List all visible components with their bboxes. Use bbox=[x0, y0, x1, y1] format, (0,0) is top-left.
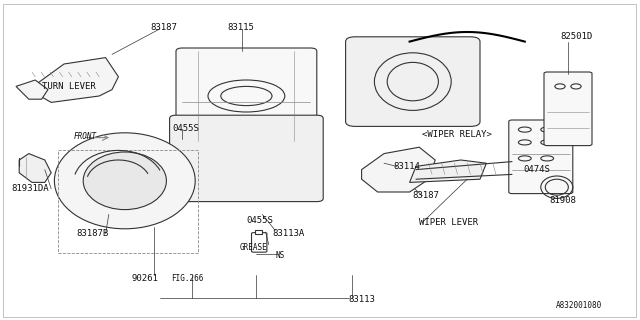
Text: 83113A: 83113A bbox=[272, 229, 304, 238]
Text: 0474S: 0474S bbox=[524, 165, 550, 174]
Text: WIPER LEVER: WIPER LEVER bbox=[419, 218, 478, 227]
Text: FRONT: FRONT bbox=[74, 132, 97, 141]
FancyBboxPatch shape bbox=[346, 37, 480, 126]
Bar bbox=[255, 230, 262, 234]
Text: FIG.266: FIG.266 bbox=[172, 274, 204, 283]
Polygon shape bbox=[29, 58, 118, 102]
Text: 0455S: 0455S bbox=[173, 124, 200, 132]
Polygon shape bbox=[362, 147, 435, 192]
Text: <WIPER RELAY>: <WIPER RELAY> bbox=[422, 130, 492, 139]
Ellipse shape bbox=[83, 152, 166, 210]
Text: 0455S: 0455S bbox=[246, 216, 273, 225]
Text: 83187: 83187 bbox=[413, 191, 440, 200]
Text: 90261: 90261 bbox=[131, 274, 158, 283]
FancyBboxPatch shape bbox=[176, 48, 317, 144]
Text: TURN LEVER: TURN LEVER bbox=[42, 82, 95, 91]
Text: 83114: 83114 bbox=[394, 162, 420, 171]
Text: 83115: 83115 bbox=[227, 23, 254, 32]
FancyBboxPatch shape bbox=[544, 72, 592, 146]
Text: 83187B: 83187B bbox=[77, 229, 109, 238]
FancyBboxPatch shape bbox=[252, 233, 267, 252]
Ellipse shape bbox=[54, 133, 195, 229]
Polygon shape bbox=[16, 80, 48, 99]
Text: 82501D: 82501D bbox=[560, 32, 592, 41]
Text: 83113: 83113 bbox=[349, 295, 376, 304]
FancyBboxPatch shape bbox=[509, 120, 573, 194]
Text: 83187: 83187 bbox=[150, 23, 177, 32]
Polygon shape bbox=[19, 154, 51, 182]
Text: GREASE: GREASE bbox=[240, 244, 268, 252]
Text: 81931DA: 81931DA bbox=[12, 184, 49, 193]
Text: NS: NS bbox=[275, 252, 284, 260]
Polygon shape bbox=[410, 160, 486, 182]
Text: 81908: 81908 bbox=[549, 196, 576, 204]
Bar bbox=[58, 150, 198, 253]
Text: A832001080: A832001080 bbox=[556, 301, 602, 310]
FancyBboxPatch shape bbox=[170, 115, 323, 202]
